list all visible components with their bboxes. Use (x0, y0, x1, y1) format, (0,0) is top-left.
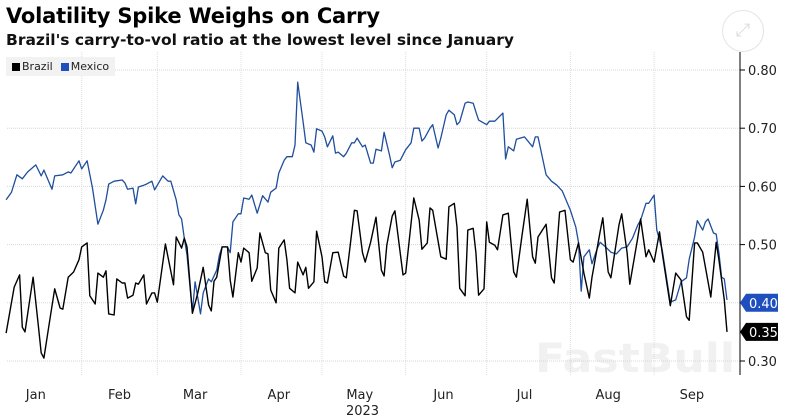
watermark-fastbull: FastBull (535, 336, 735, 382)
x-tick-label: Jun (432, 388, 453, 403)
x-tick-label: Feb (108, 388, 131, 403)
x-tick-label: May (346, 388, 373, 403)
x-tick-label: Jan (25, 388, 46, 403)
legend-swatch-brazil (12, 62, 20, 71)
last-value-badge-brazil (740, 322, 778, 341)
last-value-badge-mexico (740, 293, 778, 312)
x-axis-year-label: 2023 (346, 404, 379, 419)
series-line-brazil (5, 197, 728, 359)
legend-item-brazil: Brazil (12, 60, 53, 73)
expand-arrows-icon[interactable]: ⤢ (722, 10, 764, 52)
last-value-label-brazil: 0.35 (749, 326, 778, 341)
y-tick-label: 0.80 (748, 64, 777, 79)
x-tick-label: Mar (183, 388, 208, 403)
y-tick-label: 0.50 (748, 239, 777, 254)
legend: Brazil Mexico (6, 57, 116, 76)
x-tick-label: Apr (268, 388, 291, 403)
series-line-mexico (5, 81, 728, 315)
legend-swatch-mexico (60, 62, 69, 71)
legend-label-mexico: Mexico (70, 60, 110, 73)
y-tick-label: 0.70 (748, 122, 777, 137)
chart-subtitle: Brazil's carry-to-vol ratio at the lowes… (6, 31, 514, 49)
y-tick-label: 0.30 (748, 355, 777, 370)
x-tick-label: Jul (516, 388, 533, 403)
y-tick-label: 0.60 (748, 180, 777, 195)
x-tick-label: Sep (680, 388, 705, 403)
legend-item-mexico: Mexico (60, 60, 110, 73)
x-tick-label: Aug (596, 388, 621, 403)
chart-title: Volatility Spike Weighs on Carry (6, 4, 380, 28)
last-value-label-mexico: 0.40 (749, 297, 778, 312)
legend-label-brazil: Brazil (22, 60, 53, 73)
